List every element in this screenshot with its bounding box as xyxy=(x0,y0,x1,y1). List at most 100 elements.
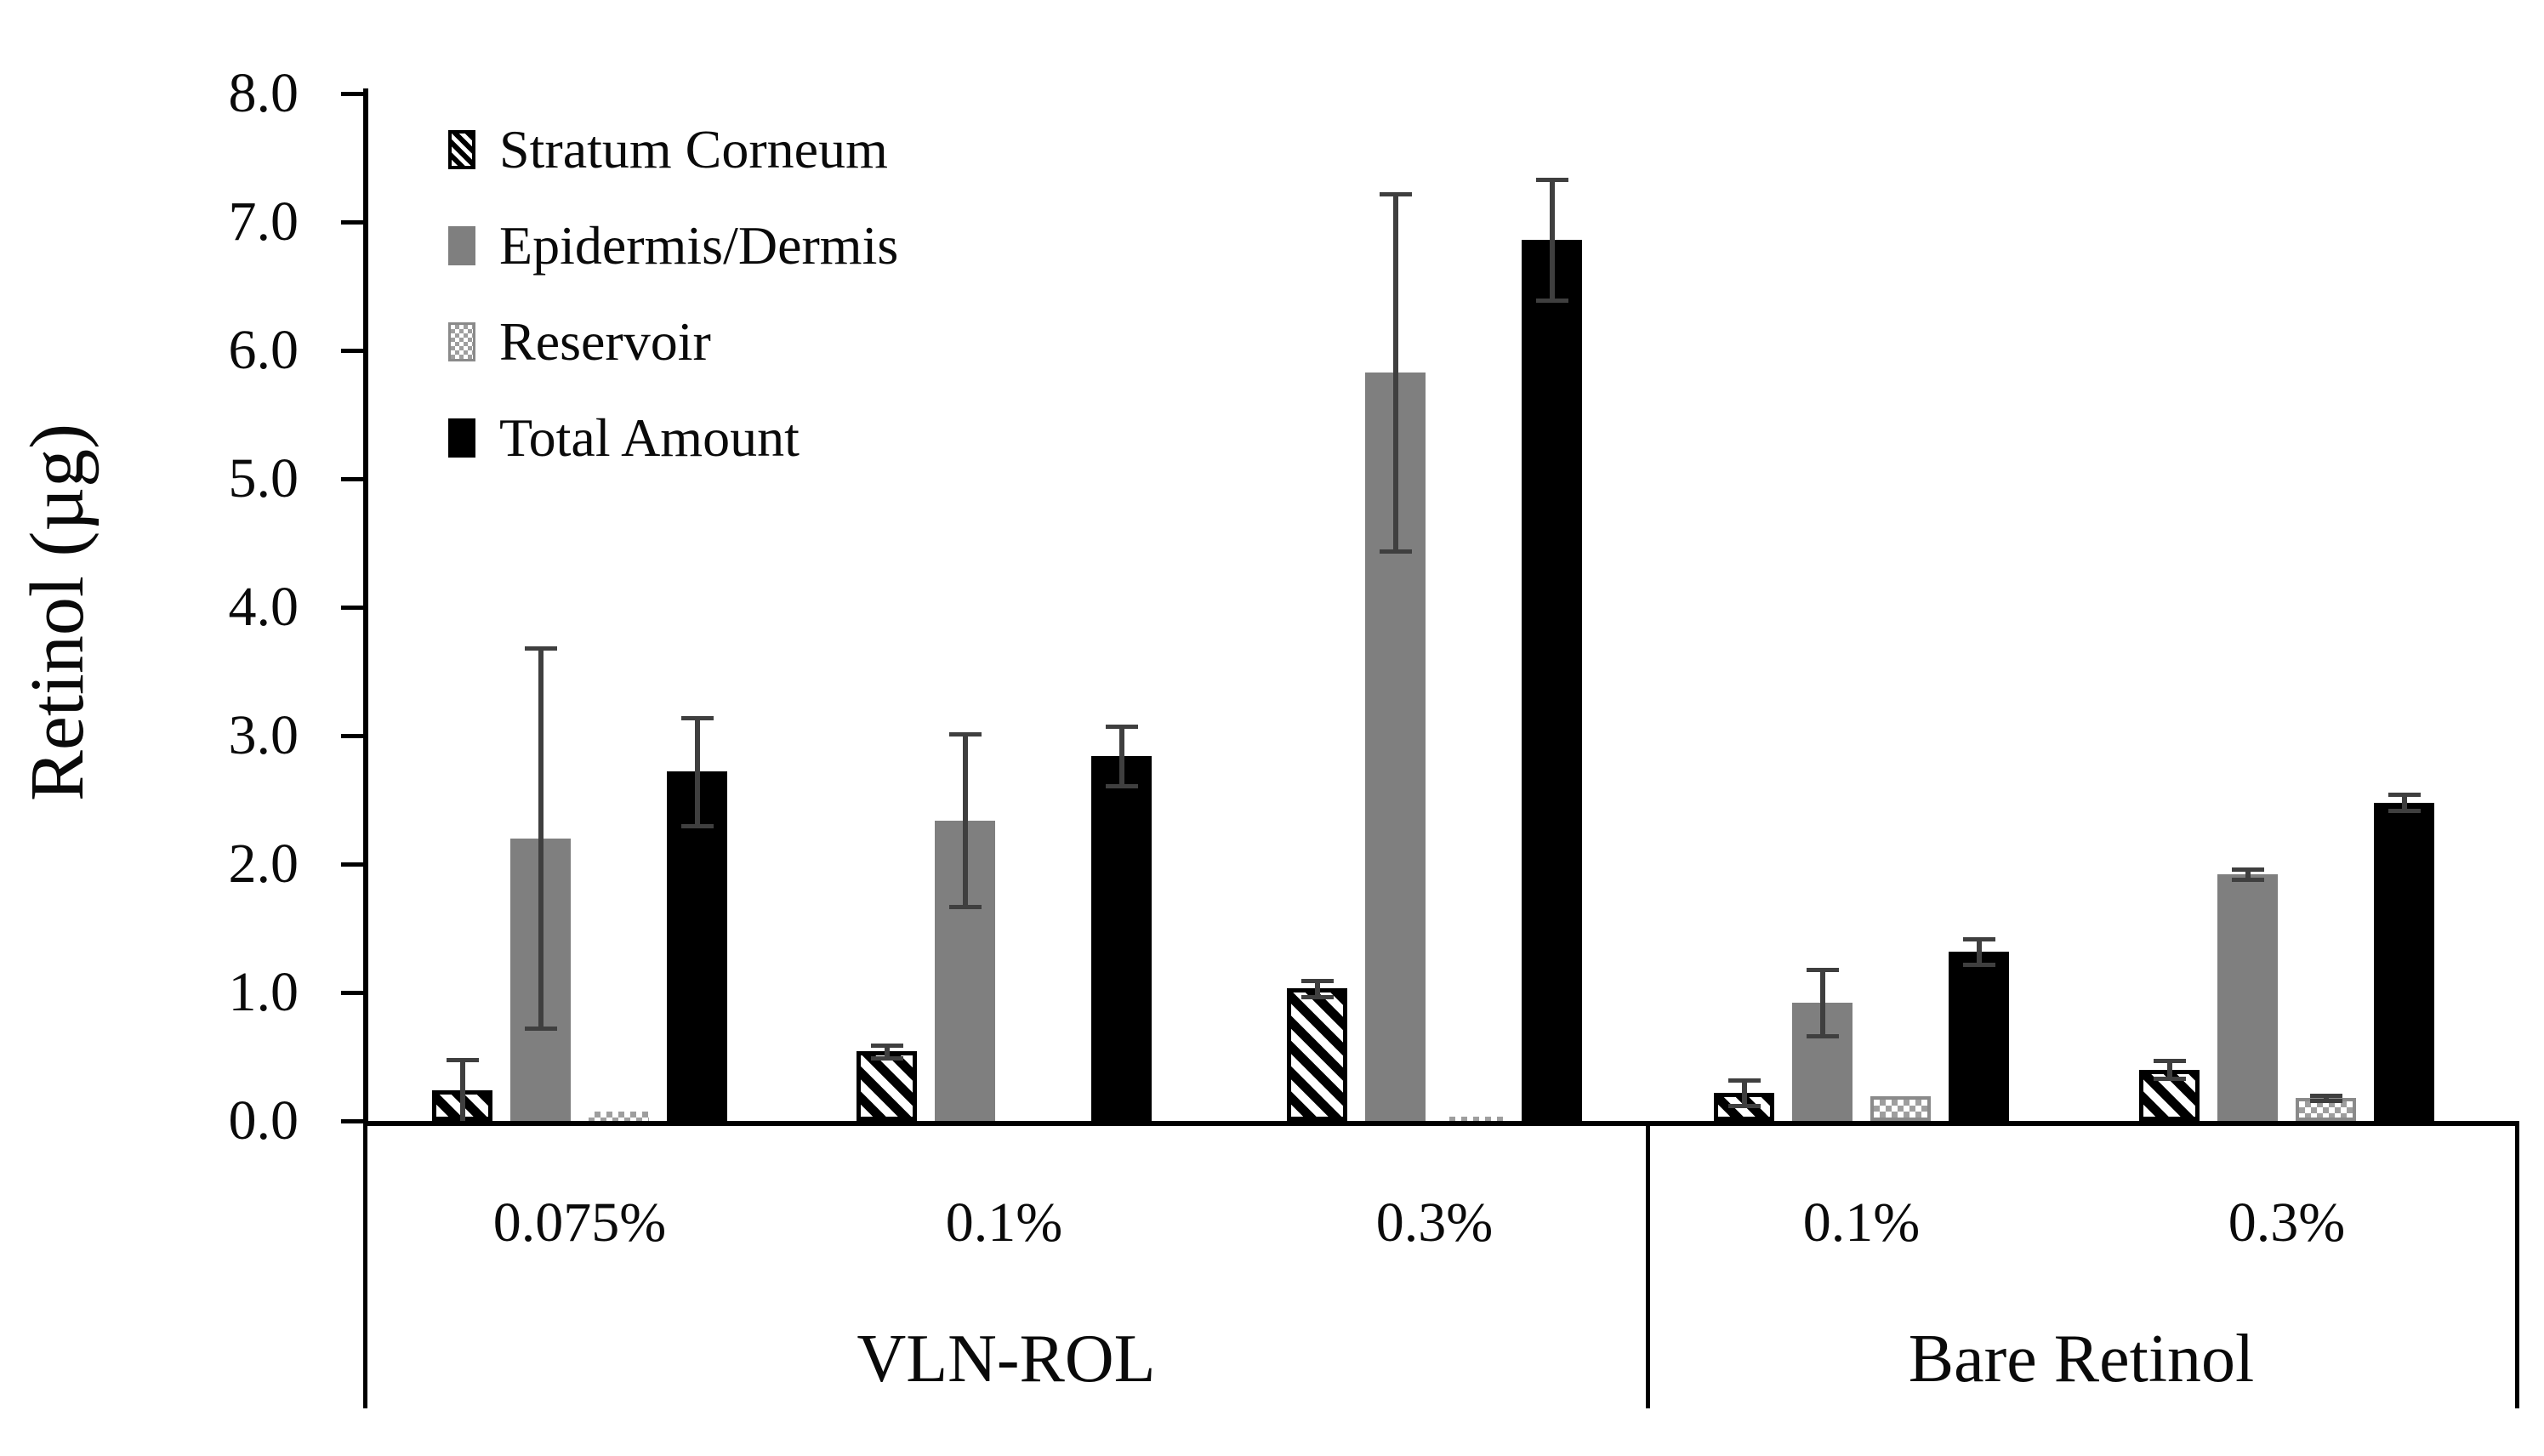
bar-total-amount-g3 xyxy=(1522,240,1582,1121)
y-tick-label: 2.0 xyxy=(228,833,299,895)
error-bar-reservoir-g5-cap-top xyxy=(2309,1093,2342,1098)
category-label: 0.075% xyxy=(492,1192,667,1254)
error-bar-total-amount-g1-cap-top xyxy=(680,715,714,720)
y-tick-label: 0.0 xyxy=(228,1089,299,1152)
y-axis-tick xyxy=(341,349,363,353)
bar-epidermis-dermis-g5 xyxy=(2217,874,2278,1121)
error-bar-total-amount-g1-whisker xyxy=(694,717,700,826)
error-bar-epidermis-dermis-g4-whisker xyxy=(1819,969,1825,1037)
bar-total-amount-g5 xyxy=(2374,802,2434,1121)
y-tick-label: 5.0 xyxy=(228,447,299,509)
error-bar-total-amount-g1-cap-bottom xyxy=(680,823,714,828)
y-tick-label: 8.0 xyxy=(228,62,299,124)
category-label: 0.3% xyxy=(1375,1192,1494,1254)
error-bar-total-amount-g3-cap-bottom xyxy=(1535,299,1568,304)
error-bar-stratum-corneum-g3-whisker xyxy=(1314,981,1320,997)
error-bar-epidermis-dermis-g5-whisker xyxy=(2245,869,2251,880)
error-bar-total-amount-g2-cap-bottom xyxy=(1105,783,1138,788)
section-label: Bare Retinol xyxy=(1908,1322,2255,1396)
error-bar-total-amount-g5-cap-top xyxy=(2387,793,2421,798)
bar-stratum-corneum-g2 xyxy=(857,1051,917,1121)
error-bar-stratum-corneum-g4-cap-top xyxy=(1727,1078,1761,1083)
error-bar-epidermis-dermis-g5-cap-bottom xyxy=(2231,878,2264,883)
error-bar-stratum-corneum-g2-cap-bottom xyxy=(870,1056,903,1061)
legend-swatch-icon xyxy=(448,418,475,458)
error-bar-stratum-corneum-g5-cap-top xyxy=(2153,1059,2186,1064)
error-bar-stratum-corneum-g1-cap-top xyxy=(446,1057,479,1062)
error-bar-epidermis-dermis-g3-whisker xyxy=(1392,193,1398,551)
error-bar-stratum-corneum-g2-cap-top xyxy=(870,1043,903,1048)
error-bar-total-amount-g3-whisker xyxy=(1549,179,1555,301)
legend-swatch-icon xyxy=(448,226,475,265)
error-bar-epidermis-dermis-g4-cap-bottom xyxy=(1806,1034,1839,1039)
legend-label: Total Amount xyxy=(499,407,800,468)
y-axis-tick xyxy=(341,606,363,610)
error-bar-reservoir-g5-whisker xyxy=(2323,1095,2329,1101)
category-label: 0.1% xyxy=(1802,1192,1921,1254)
error-bar-total-amount-g2-whisker xyxy=(1118,726,1124,786)
error-bar-stratum-corneum-g5-cap-bottom xyxy=(2153,1077,2186,1082)
bar-total-amount-g2 xyxy=(1091,756,1152,1121)
legend-label: Reservoir xyxy=(499,311,711,372)
error-bar-epidermis-dermis-g3-cap-top xyxy=(1379,191,1412,196)
error-bar-epidermis-dermis-g1-whisker xyxy=(538,648,544,1029)
y-axis-tick xyxy=(341,991,363,995)
y-tick-label: 3.0 xyxy=(228,704,299,766)
bar-reservoir-g4 xyxy=(1870,1096,1931,1121)
legend-label: Stratum Corneum xyxy=(499,119,888,179)
error-bar-total-amount-g2-cap-top xyxy=(1105,725,1138,730)
error-bar-epidermis-dermis-g3-cap-bottom xyxy=(1379,549,1412,554)
error-bar-stratum-corneum-g3-cap-top xyxy=(1300,979,1334,984)
error-bar-stratum-corneum-g4-cap-bottom xyxy=(1727,1103,1761,1108)
error-bar-epidermis-dermis-g2-whisker xyxy=(962,734,968,907)
y-tick-label: 4.0 xyxy=(228,576,299,638)
bar-total-amount-g4 xyxy=(1949,951,2009,1121)
legend-item-reservoir: Reservoir xyxy=(448,311,711,373)
y-axis-tick xyxy=(341,734,363,738)
y-tick-label: 7.0 xyxy=(228,191,299,253)
legend-item-epidermis-dermis: Epidermis/Dermis xyxy=(448,215,898,276)
error-bar-total-amount-g4-whisker xyxy=(1976,938,1982,964)
error-bar-epidermis-dermis-g1-cap-top xyxy=(524,646,557,651)
legend-item-stratum-corneum: Stratum Corneum xyxy=(448,119,888,180)
bar-total-amount-g1 xyxy=(667,771,727,1121)
error-bar-total-amount-g4-cap-bottom xyxy=(1962,962,1995,967)
y-axis-tick xyxy=(341,862,363,867)
error-bar-total-amount-g5-cap-bottom xyxy=(2387,808,2421,813)
y-tick-label: 6.0 xyxy=(228,319,299,381)
error-bar-epidermis-dermis-g5-cap-top xyxy=(2231,867,2264,873)
error-bar-epidermis-dermis-g2-cap-bottom xyxy=(948,904,982,909)
category-box-border xyxy=(363,1121,367,1408)
error-bar-epidermis-dermis-g2-cap-top xyxy=(948,732,982,737)
error-bar-total-amount-g5-whisker xyxy=(2401,794,2407,810)
error-bar-stratum-corneum-g3-cap-bottom xyxy=(1300,994,1334,999)
y-axis-tick xyxy=(341,1119,363,1123)
x-axis-line xyxy=(363,1121,2519,1126)
bar-stratum-corneum-g3 xyxy=(1287,988,1347,1121)
error-bar-epidermis-dermis-g4-cap-top xyxy=(1806,967,1839,972)
error-bar-stratum-corneum-g5-whisker xyxy=(2166,1061,2172,1079)
category-box-border xyxy=(2515,1121,2519,1408)
category-label: 0.1% xyxy=(945,1192,1063,1254)
y-axis-tick xyxy=(341,477,363,481)
error-bar-stratum-corneum-g1-whisker xyxy=(459,1059,465,1121)
y-axis-tick xyxy=(341,92,363,96)
error-bar-epidermis-dermis-g1-cap-bottom xyxy=(524,1027,557,1032)
error-bar-total-amount-g4-cap-top xyxy=(1962,936,1995,941)
legend-label: Epidermis/Dermis xyxy=(499,215,899,276)
error-bar-reservoir-g5-cap-bottom xyxy=(2309,1098,2342,1103)
category-label: 0.3% xyxy=(2228,1192,2346,1254)
legend-item-total-amount: Total Amount xyxy=(448,407,800,469)
bar-reservoir-g3 xyxy=(1443,1117,1504,1121)
error-bar-stratum-corneum-g4-whisker xyxy=(1741,1079,1747,1106)
legend-swatch-icon xyxy=(448,130,475,169)
error-bar-total-amount-g3-cap-top xyxy=(1535,178,1568,183)
y-axis-tick xyxy=(341,220,363,225)
category-section-divider xyxy=(1646,1121,1650,1408)
legend-swatch-icon xyxy=(448,322,475,361)
y-axis-line xyxy=(363,88,368,1126)
y-tick-label: 1.0 xyxy=(228,961,299,1023)
section-label: VLN-ROL xyxy=(857,1322,1156,1396)
